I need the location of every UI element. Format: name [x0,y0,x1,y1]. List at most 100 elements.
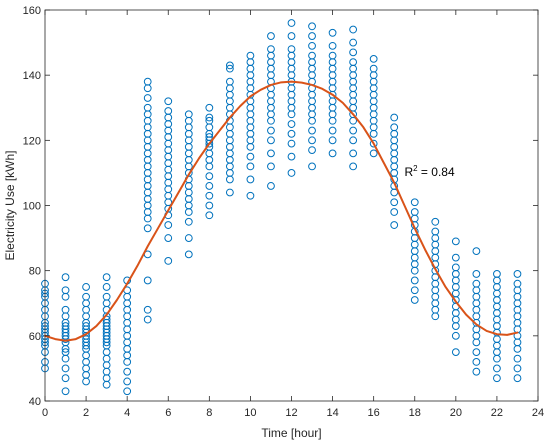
data-point [390,198,399,207]
data-point [451,253,460,262]
data-point [369,139,378,148]
x-tick-label: 6 [165,407,171,419]
data-point [451,263,460,272]
data-point [123,377,132,386]
data-point [82,292,90,301]
data-point [225,61,234,70]
data-point [472,348,481,357]
data-point [184,234,193,242]
data-point [102,283,111,291]
data-point [267,136,275,145]
data-point [349,25,358,34]
data-point [390,123,399,132]
x-tick-label: 16 [368,407,380,419]
data-point [493,270,501,278]
data-point [308,41,316,50]
data-point [349,48,358,57]
data-point [390,221,399,229]
y-tick-label: 160 [23,5,41,17]
data-point [308,136,316,145]
x-tick-label: 2 [83,407,89,419]
annotation-exponent: 2 [413,164,418,173]
x-tick-label: 22 [491,407,503,419]
data-point [513,279,522,288]
data-point [246,51,255,60]
data-point [225,188,234,197]
data-point [143,103,152,112]
data-point [513,270,522,278]
data-point [61,387,70,396]
x-tick-label: 20 [450,407,462,419]
data-point [267,45,275,53]
r-squared-annotation: R2 = 0.84 [404,164,454,179]
data-point [308,32,316,40]
data-point [143,224,152,233]
data-point [308,22,316,31]
y-tick-label: 140 [23,70,41,82]
data-point [472,367,481,376]
data-point [205,172,214,181]
data-point [164,97,173,106]
data-point [328,28,337,37]
data-point [205,116,214,125]
data-point [267,126,275,135]
data-point [308,51,316,60]
data-point [328,126,337,135]
data-point [61,374,70,383]
data-point [164,221,173,229]
data-point [390,113,399,122]
data-point [369,149,378,158]
data-point [205,201,214,210]
data-point [61,273,70,282]
data-point [82,322,90,330]
data-point [184,110,193,119]
data-point [308,146,316,155]
data-point [123,387,132,396]
data-point [184,250,193,259]
data-point [472,247,481,256]
data-point [246,191,255,200]
data-point [205,133,214,141]
data-point [164,107,173,115]
data-point [246,162,255,171]
y-axis-label: Electricity Use [kWh] [3,150,17,260]
data-point [143,94,152,102]
data-point [349,38,358,47]
data-point [287,120,296,128]
data-point [143,77,152,86]
x-tick-label: 4 [124,407,130,419]
plot-background [45,10,538,401]
data-point [143,315,152,324]
data-point [61,305,70,314]
data-point [410,286,419,295]
data-point [410,276,419,285]
data-point [328,51,337,60]
annotation-value: = 0.84 [418,165,455,179]
data-point [349,136,358,145]
data-point [102,292,111,301]
data-point [328,41,337,50]
data-point [410,296,419,304]
data-point [205,103,214,112]
data-point [493,364,501,373]
data-point [349,126,358,135]
data-point [267,32,275,40]
data-point [349,149,358,158]
data-point [308,162,316,171]
data-point [246,152,255,161]
data-point [225,64,234,73]
data-point [61,364,70,373]
data-point [287,45,296,53]
data-point [184,217,193,226]
data-point [143,305,152,314]
data-point [61,286,70,295]
data-point [123,367,132,376]
data-point [102,273,111,282]
fit-curve [44,80,519,342]
data-point [451,237,460,246]
x-tick-label: 0 [42,407,48,419]
data-point [328,149,337,158]
data-point [513,354,522,363]
data-point [451,348,460,357]
